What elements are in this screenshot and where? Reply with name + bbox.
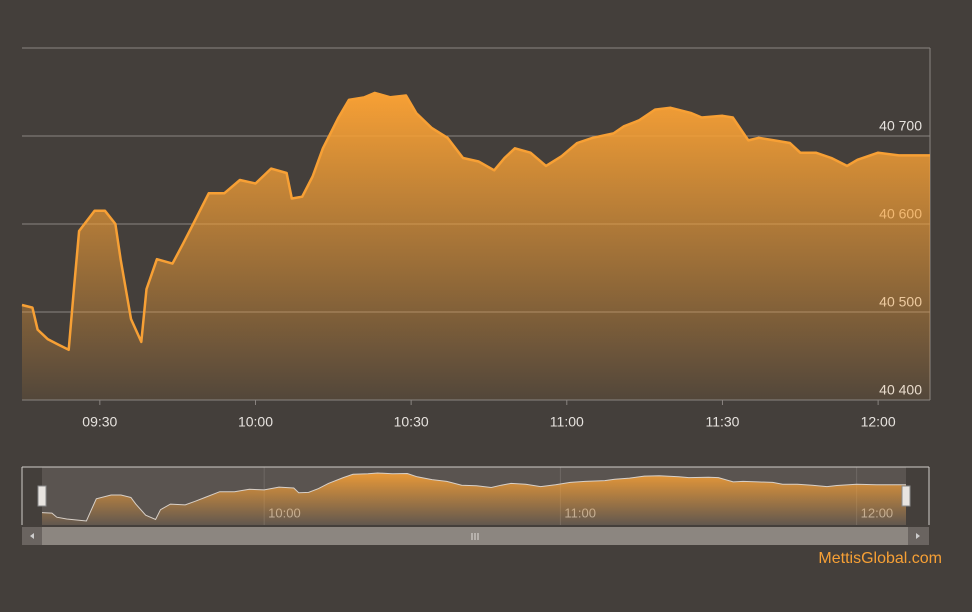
price-line: [21, 91, 930, 352]
credit: MettisGlobal.com: [818, 550, 942, 567]
navigator-area: [42, 473, 906, 525]
x-tick-label: 10:30: [394, 414, 429, 430]
scrollbar[interactable]: [22, 527, 929, 545]
x-tick-label: 11:00: [550, 414, 584, 430]
plot: 40 40040 50040 60040 70009:3010:0010:301…: [21, 47, 931, 430]
y-tick-label: 40 700: [879, 118, 922, 134]
area-fill: [22, 92, 930, 401]
x-tick-label: 09:30: [82, 414, 117, 430]
scrollbar-grip: [471, 533, 479, 540]
navigator-handle[interactable]: [37, 485, 47, 507]
navigator-handle[interactable]: [901, 485, 911, 507]
scroll-right[interactable]: [916, 533, 920, 539]
navigator-outline: [21, 466, 930, 525]
x-tick-label: 12:00: [861, 414, 896, 430]
x-tick-label: 11:30: [705, 414, 739, 430]
navigator-line: [41, 472, 906, 522]
x-tick-label: 10:00: [238, 414, 273, 430]
scroll-left[interactable]: [30, 533, 34, 539]
